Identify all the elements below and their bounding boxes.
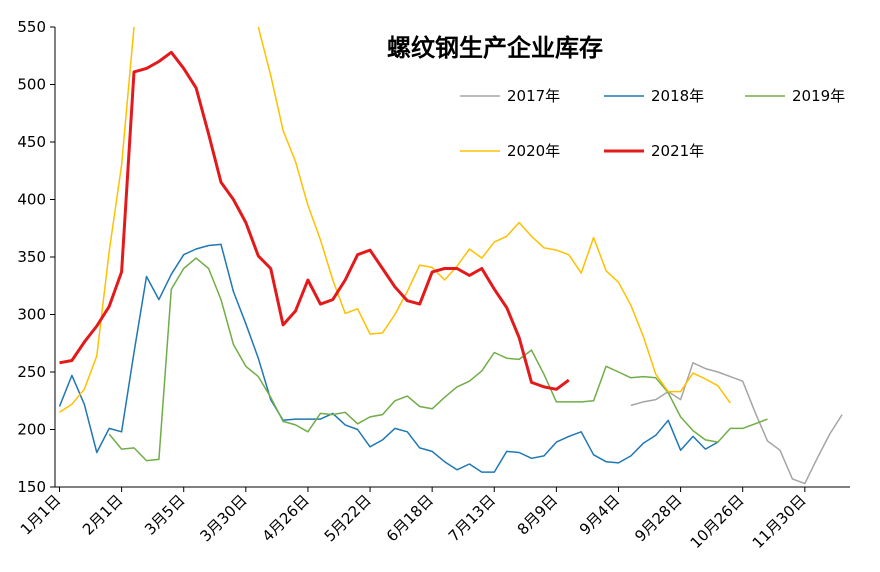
y-tick-label: 200 <box>17 421 46 439</box>
x-tick-label: 2月1日 <box>79 491 126 538</box>
x-tick-label: 4月26日 <box>259 491 313 545</box>
y-tick-label: 300 <box>17 306 46 324</box>
series-line-2017年 <box>630 362 843 485</box>
x-tick-label: 9月28日 <box>631 491 685 545</box>
series-line-2018年 <box>58 243 719 473</box>
x-tick-label: 6月18日 <box>383 491 437 545</box>
series-line-2019年 <box>108 257 768 462</box>
chart-title: 螺纹钢生产企业库存 <box>387 34 603 62</box>
y-tick-label: 550 <box>17 18 46 36</box>
y-tick-label: 450 <box>17 133 46 151</box>
x-tick-label: 5月22日 <box>321 491 375 545</box>
x-tick-label: 1月1日 <box>17 491 64 538</box>
series-layer <box>58 27 843 485</box>
y-tick-label: 150 <box>17 478 46 496</box>
legend-label: 2018年 <box>651 87 704 105</box>
series-line-2021年 <box>59 50 570 391</box>
x-tick-label: 11月30日 <box>749 491 810 552</box>
legend-label: 2017年 <box>507 87 560 105</box>
y-tick-label: 500 <box>17 76 46 94</box>
x-tick-label: 10月26日 <box>687 491 748 552</box>
x-tick-label: 3月30日 <box>196 491 250 545</box>
x-tick-label: 9月4日 <box>576 491 623 538</box>
axes: 150 200 250 300 350 400 450 500 550 1月1日 2月1日 3月5日 3… <box>17 18 850 552</box>
legend: 2017年 2018年 2019年 2020年 2021年 <box>460 87 845 160</box>
series-line-2020年 <box>59 27 731 413</box>
y-tick-label: 400 <box>17 191 46 209</box>
y-tick-label: 350 <box>17 248 46 266</box>
legend-label: 2020年 <box>507 142 560 160</box>
x-tick-label: 3月5日 <box>141 491 188 538</box>
y-tick-label: 250 <box>17 363 46 381</box>
legend-label: 2019年 <box>792 87 845 105</box>
legend-label: 2021年 <box>651 142 704 160</box>
x-tick-label: 8月9日 <box>514 491 561 538</box>
x-tick-label: 7月13日 <box>445 491 499 545</box>
